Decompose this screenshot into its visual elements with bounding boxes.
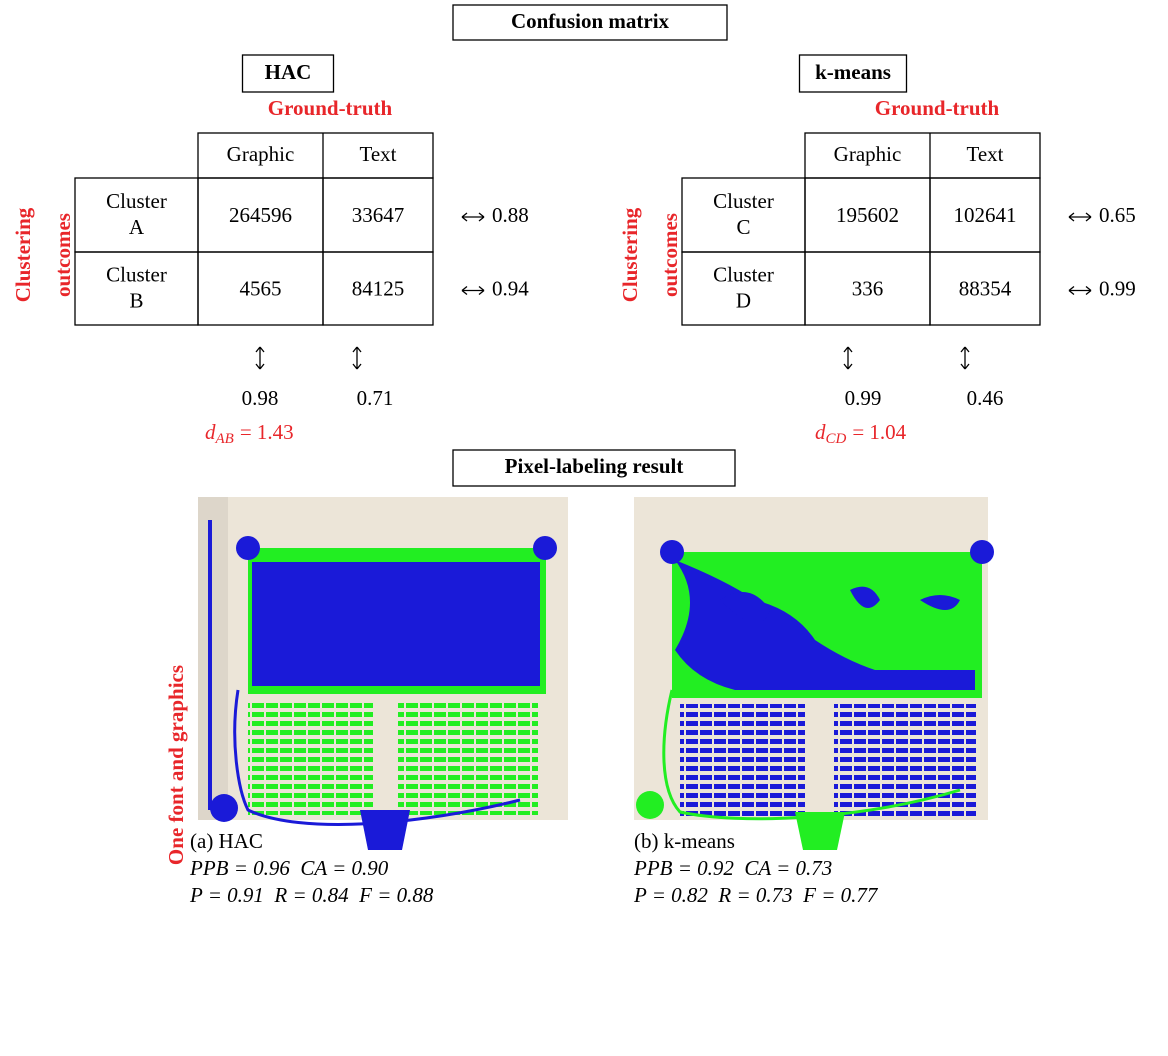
metrics: PPB = 0.92 CA = 0.73 <box>633 856 832 880</box>
side-label: outcomes <box>51 213 75 297</box>
cell-value: 102641 <box>954 203 1017 227</box>
distance-symbol: d <box>815 420 826 444</box>
method-label: k-means <box>815 60 891 84</box>
row-label: Cluster <box>106 262 167 286</box>
row-score: 0.88 <box>492 203 529 227</box>
cell-value: 336 <box>852 276 884 300</box>
section-title: Pixel-labeling result <box>505 454 684 478</box>
caption: (a) HAC <box>190 829 263 853</box>
column-header: Graphic <box>227 142 295 166</box>
column-header: Graphic <box>834 142 902 166</box>
figure-title: Confusion matrix <box>511 9 670 33</box>
distance: dCD = 1.04 <box>815 420 907 448</box>
image-hac <box>198 497 568 850</box>
metrics: PPB = 0.96 CA = 0.90 <box>189 856 389 880</box>
side-label: Clustering <box>618 207 642 302</box>
arrow <box>843 346 853 370</box>
row-score: 0.99 <box>1099 276 1136 300</box>
side-label: One font and graphics <box>164 665 188 865</box>
arrow <box>255 346 265 370</box>
distance: dAB = 1.43 <box>205 420 294 448</box>
distance-subscript: CD <box>826 431 847 447</box>
row-label: D <box>736 288 751 312</box>
arrow <box>352 346 362 370</box>
ground-truth-label: Ground-truth <box>875 96 1000 120</box>
column-score: 0.46 <box>967 386 1004 410</box>
side-label: Clustering <box>11 207 35 302</box>
row-label: A <box>129 215 145 239</box>
cell-value: 33647 <box>352 203 405 227</box>
arrow <box>461 212 485 222</box>
distance-equation: = 1.43 <box>240 420 294 444</box>
row-score: 0.65 <box>1099 203 1136 227</box>
method-box <box>241 54 335 93</box>
metrics: P = 0.91 R = 0.84 F = 0.88 <box>189 883 434 907</box>
distance-symbol: d <box>205 420 216 444</box>
cell-value: 88354 <box>959 276 1012 300</box>
row-label: C <box>736 215 750 239</box>
image-kmeans <box>634 497 994 850</box>
title-box <box>452 4 728 41</box>
row-label: Cluster <box>713 189 774 213</box>
title-box <box>452 449 736 487</box>
distance-equation: = 1.04 <box>852 420 906 444</box>
row-score: 0.94 <box>492 276 529 300</box>
distance-subscript: AB <box>215 431 234 447</box>
cell-value: 4565 <box>240 276 282 300</box>
row-label: Cluster <box>713 262 774 286</box>
column-score: 0.71 <box>357 386 394 410</box>
ground-truth-label: Ground-truth <box>268 96 393 120</box>
method-label: HAC <box>265 60 312 84</box>
row-label: B <box>129 288 143 312</box>
column-header: Text <box>359 142 396 166</box>
table-cell <box>929 251 1041 326</box>
cell-value: 264596 <box>229 203 292 227</box>
caption: (b) k-means <box>634 829 735 853</box>
column-header: Text <box>966 142 1003 166</box>
column-score: 0.98 <box>242 386 279 410</box>
table-cell <box>322 251 434 326</box>
row-label: Cluster <box>106 189 167 213</box>
arrow <box>960 346 970 370</box>
side-label: outcomes <box>658 213 682 297</box>
arrow <box>461 285 485 296</box>
cell-value: 84125 <box>352 276 405 300</box>
cell-value: 195602 <box>836 203 899 227</box>
metrics: P = 0.82 R = 0.73 F = 0.77 <box>633 883 879 907</box>
method-box <box>798 54 908 93</box>
column-score: 0.99 <box>845 386 882 410</box>
arrow <box>1068 285 1092 296</box>
arrow <box>1068 212 1092 222</box>
